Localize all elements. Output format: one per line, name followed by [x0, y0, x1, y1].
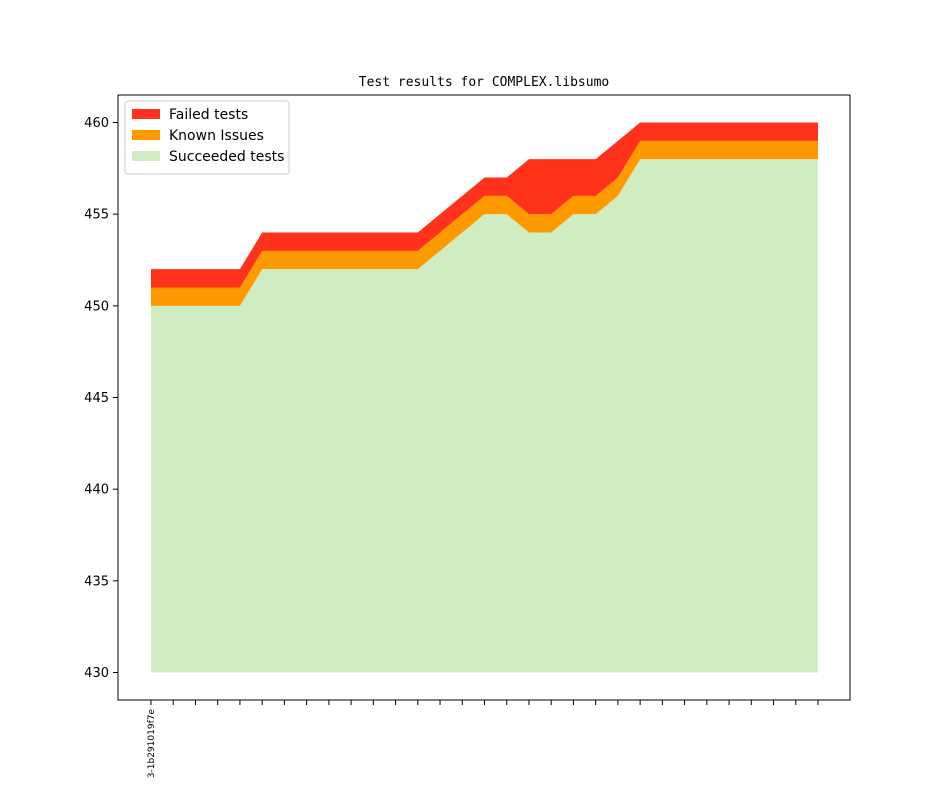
y-tick-label: 455 — [84, 208, 109, 223]
legend: Failed tests Known Issues Succeeded tests — [124, 100, 290, 175]
y-tick-label: 460 — [84, 116, 109, 131]
legend-label: Failed tests — [169, 107, 248, 123]
y-tick-label: 435 — [84, 574, 109, 589]
x-axis: 3-1b291019f7e — [147, 700, 819, 779]
legend-swatch — [132, 130, 160, 140]
legend-box — [124, 100, 290, 175]
x-tick-label: 3-1b291019f7e — [147, 709, 157, 779]
area-failed-tests — [151, 122, 818, 288]
y-axis: 430 435 440 445 450 455 460 — [84, 116, 118, 681]
legend-label: Succeeded tests — [169, 149, 284, 165]
chart-title: Test results for COMPLEX.libsumo — [359, 75, 609, 90]
area-known-issues — [151, 140, 818, 306]
legend-label: Known Issues — [169, 128, 264, 144]
area-series-group — [151, 122, 818, 673]
y-tick-label: 440 — [84, 483, 109, 498]
legend-swatch — [132, 109, 160, 119]
legend-swatch — [132, 151, 160, 161]
y-tick-label: 445 — [84, 391, 109, 406]
y-tick-label: 450 — [84, 299, 109, 314]
y-tick-label: 430 — [84, 666, 109, 681]
area-succeeded-tests — [151, 159, 818, 673]
